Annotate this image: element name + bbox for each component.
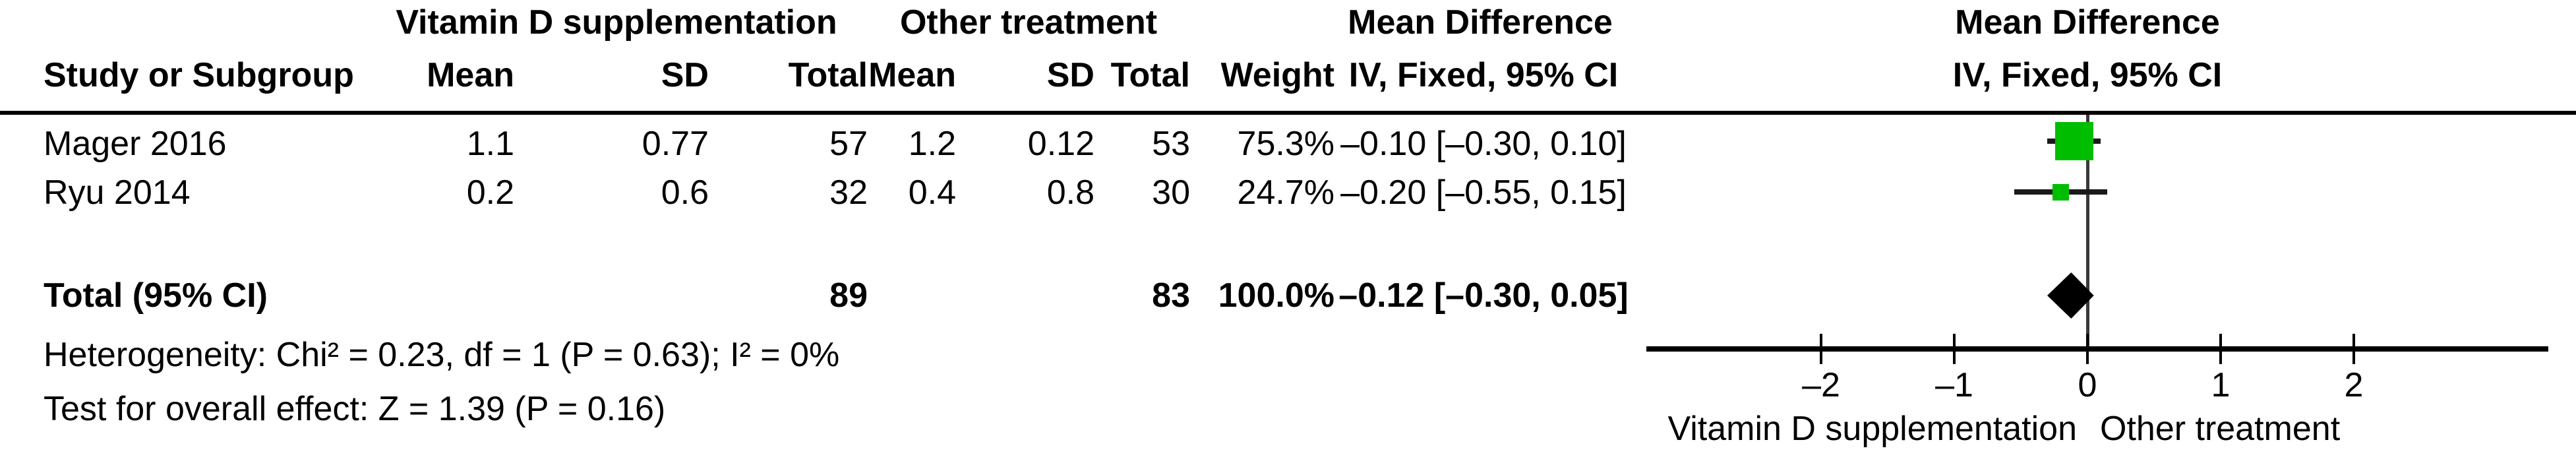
header-group-effect: Mean Difference — [1348, 3, 1613, 42]
plot-title-line1: Mean Difference — [1955, 3, 2220, 42]
row-sd-ctrl: 0.12 — [1027, 125, 1094, 163]
header-effect-method: IV, Fixed, 95% CI — [1348, 56, 1619, 94]
row-sd-treat: 0.77 — [642, 125, 709, 163]
row-sd-ctrl: 0.8 — [1046, 173, 1094, 212]
header-group-control: Other treatment — [899, 3, 1158, 42]
header-separator-line — [0, 111, 2576, 115]
axis-tick — [2352, 334, 2355, 364]
header-mean-treat: Mean — [427, 56, 514, 94]
axis-label-favours-control: Other treatment — [2100, 410, 2341, 448]
axis-tick-label: –1 — [1935, 366, 1973, 404]
effect-square — [2054, 122, 2093, 160]
header-sd-treat: SD — [661, 56, 709, 94]
row-study-name: Mager 2016 — [44, 125, 227, 163]
header-total-ctrl: Total — [1110, 56, 1190, 94]
axis-tick-label: 2 — [2344, 366, 2364, 404]
axis-tick — [2086, 334, 2089, 364]
header-sd-ctrl: SD — [1046, 56, 1094, 94]
row-mean-treat: 0.2 — [466, 173, 514, 212]
axis-label-favours-treatment: Vitamin D supplementation — [1667, 410, 2078, 448]
row-weight: 75.3% — [1237, 125, 1334, 163]
row-total-treat: 57 — [829, 125, 868, 163]
row-total-treat: 32 — [829, 173, 868, 212]
row-sd-treat: 0.6 — [661, 173, 709, 212]
axis-tick — [1953, 334, 1956, 364]
plot-title-line2: IV, Fixed, 95% CI — [1952, 56, 2223, 94]
axis-tick — [2219, 334, 2222, 364]
row-mean-ctrl: 1.2 — [908, 125, 956, 163]
zero-effect-line — [2085, 115, 2089, 352]
header-group-treatment: Vitamin D supplementation — [396, 3, 837, 42]
header-mean-ctrl: Mean — [868, 56, 956, 94]
axis-tick — [1820, 334, 1822, 364]
row-total-ctrl: 30 — [1152, 173, 1190, 212]
pooled-effect-diamond — [2047, 272, 2095, 319]
row-study-name: Ryu 2014 — [44, 173, 191, 212]
row-mean-ctrl: 0.4 — [908, 173, 956, 212]
axis-tick-label: 1 — [2211, 366, 2231, 404]
overall-effect-note: Test for overall effect: Z = 1.39 (P = 0… — [44, 390, 666, 428]
header-weight: Weight — [1220, 56, 1334, 94]
total-n-treat: 89 — [829, 276, 868, 315]
x-axis-line — [1646, 346, 2548, 352]
axis-tick-label: 0 — [2078, 366, 2097, 404]
axis-tick-label: –2 — [1802, 366, 1840, 404]
row-total-ctrl: 53 — [1152, 125, 1190, 163]
row-mean-treat: 1.1 — [466, 125, 514, 163]
total-label: Total (95% CI) — [44, 276, 268, 315]
row-ci-text: –0.10 [–0.30, 0.10] — [1340, 125, 1627, 163]
header-study: Study or Subgroup — [44, 56, 354, 94]
header-total-treat: Total — [788, 56, 868, 94]
total-ci-text: –0.12 [–0.30, 0.05] — [1338, 276, 1629, 315]
effect-square — [2052, 183, 2070, 201]
row-weight: 24.7% — [1237, 173, 1334, 212]
row-ci-text: –0.20 [–0.55, 0.15] — [1340, 173, 1627, 212]
total-weight: 100.0% — [1218, 276, 1334, 315]
heterogeneity-note: Heterogeneity: Chi² = 0.23, df = 1 (P = … — [44, 336, 840, 374]
total-n-ctrl: 83 — [1152, 276, 1190, 315]
